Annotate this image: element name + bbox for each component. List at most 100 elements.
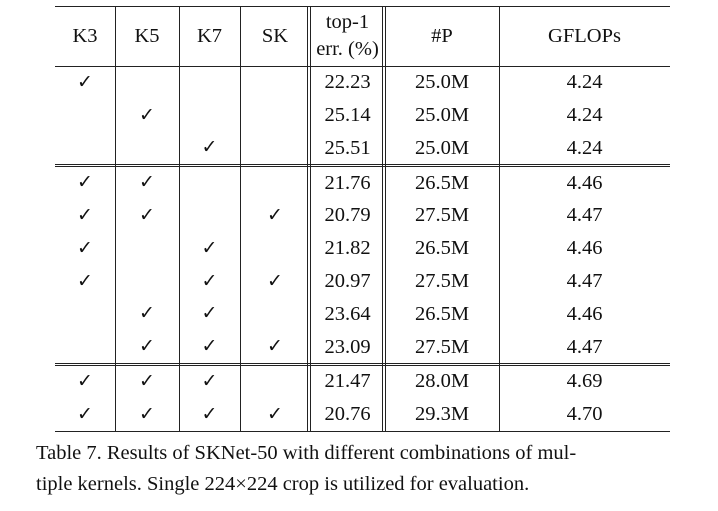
header-sk: SK <box>261 24 289 47</box>
cell-top1-err: 21.76 <box>324 171 371 194</box>
cell-gflops: 4.47 <box>566 335 603 358</box>
cell-k3: ✓ <box>77 70 93 93</box>
cell-sk <box>240 99 310 132</box>
cell-sk: ✓ <box>267 269 283 292</box>
cell-gflops: 4.47 <box>566 204 603 227</box>
cell-k3: ✓ <box>77 402 93 425</box>
cell-k5: ✓ <box>139 204 155 227</box>
cell-gflops: 4.69 <box>566 370 603 393</box>
results-table: K3 K5 K7 SK top-1 err. (%) #P GFLOPs ✓ 22.23 25.0M… <box>55 6 670 432</box>
cell-gflops: 4.46 <box>566 171 603 194</box>
cell-k7: ✓ <box>201 335 218 358</box>
column-rule <box>240 6 241 431</box>
cell-params: 25.0M <box>414 71 470 94</box>
group-rule <box>55 365 670 367</box>
cell-top1-err: 22.23 <box>324 71 371 94</box>
cell-k5 <box>115 265 179 298</box>
cell-k3 <box>55 330 115 363</box>
cell-top1-err: 23.09 <box>324 335 371 358</box>
cell-k5: ✓ <box>139 103 155 126</box>
cell-top1-err: 25.51 <box>324 136 371 159</box>
cell-sk: ✓ <box>267 402 283 425</box>
cell-params: 25.0M <box>414 136 470 159</box>
header-gflops: GFLOPs <box>548 24 621 47</box>
cell-k7: ✓ <box>201 402 218 425</box>
cell-params: 27.5M <box>414 335 470 358</box>
cell-sk <box>240 66 310 99</box>
cell-k5: ✓ <box>139 402 155 425</box>
cell-k3: ✓ <box>77 171 93 194</box>
caption-line-1: Table 7. Results of SKNet-50 with differ… <box>36 442 577 464</box>
cell-top1-err: 21.82 <box>324 237 371 260</box>
cell-k7 <box>179 199 240 232</box>
header-top1-err-line: top-1 <box>325 11 370 33</box>
cell-top1-err: 23.64 <box>324 302 371 325</box>
cell-sk <box>240 166 310 199</box>
table-bottom-rule <box>55 430 670 432</box>
caption-line-2: tiple kernels. Single 224×224 crop is ut… <box>36 473 530 495</box>
cell-k7 <box>179 99 240 132</box>
cell-sk: ✓ <box>267 335 283 358</box>
column-rule <box>307 6 308 431</box>
cell-gflops: 4.24 <box>566 103 603 126</box>
cell-k7: ✓ <box>201 370 218 393</box>
cell-gflops: 4.46 <box>566 302 603 325</box>
cell-k5: ✓ <box>139 302 155 325</box>
cell-top1-err: 25.14 <box>324 103 371 126</box>
cell-k3: ✓ <box>77 204 93 227</box>
column-rule <box>310 6 311 431</box>
cell-k5: ✓ <box>139 171 155 194</box>
cell-k5 <box>115 232 179 265</box>
cell-k7: ✓ <box>201 302 218 325</box>
table-top-rule <box>55 6 670 7</box>
cell-k5: ✓ <box>139 370 155 393</box>
header-params: #P <box>431 24 453 47</box>
cell-params: 27.5M <box>414 269 470 292</box>
cell-k5 <box>115 132 179 165</box>
cell-top1-err: 21.47 <box>324 370 371 393</box>
cell-k5 <box>115 66 179 99</box>
cell-gflops: 4.24 <box>566 71 603 94</box>
cell-k3: ✓ <box>77 236 93 259</box>
cell-sk: ✓ <box>267 204 283 227</box>
cell-top1-err: 20.76 <box>324 403 371 426</box>
table-caption: Table 7. Results of SKNet-50 with differ… <box>36 438 686 500</box>
cell-k5: ✓ <box>139 335 155 358</box>
column-rule <box>115 6 116 431</box>
header-k3: K3 <box>72 24 98 47</box>
column-rule <box>179 6 180 431</box>
column-rule <box>385 6 386 431</box>
cell-top1-err: 20.97 <box>324 269 371 292</box>
cell-params: 27.5M <box>414 204 470 227</box>
cell-gflops: 4.46 <box>566 237 603 260</box>
cell-params: 28.0M <box>414 370 470 393</box>
cell-params: 25.0M <box>414 103 470 126</box>
cell-k7: ✓ <box>201 236 218 259</box>
cell-k3 <box>55 298 115 331</box>
column-rule <box>382 6 383 431</box>
cell-k7 <box>179 166 240 199</box>
cell-sk <box>240 365 310 398</box>
cell-params: 26.5M <box>414 237 470 260</box>
header-top1-err: top-1 err. (%) <box>310 6 385 66</box>
cell-params: 26.5M <box>414 302 470 325</box>
cell-k3: ✓ <box>77 269 93 292</box>
cell-sk <box>240 232 310 265</box>
header-k7: K7 <box>196 24 223 47</box>
group-rule <box>55 363 670 365</box>
header-rule <box>55 66 670 67</box>
group-rule <box>55 164 670 166</box>
cell-sk <box>240 132 310 165</box>
cell-k7: ✓ <box>201 269 218 292</box>
cell-k7 <box>179 66 240 99</box>
header-top1-err-line: err. (%) <box>316 38 379 60</box>
header-k5: K5 <box>134 24 160 47</box>
cell-top1-err: 20.79 <box>324 204 371 227</box>
cell-gflops: 4.24 <box>566 136 603 159</box>
column-rule <box>499 6 500 431</box>
cell-k3 <box>55 132 115 165</box>
cell-k3: ✓ <box>77 370 93 393</box>
cell-gflops: 4.47 <box>566 269 603 292</box>
cell-params: 29.3M <box>414 403 470 426</box>
cell-sk <box>240 298 310 331</box>
